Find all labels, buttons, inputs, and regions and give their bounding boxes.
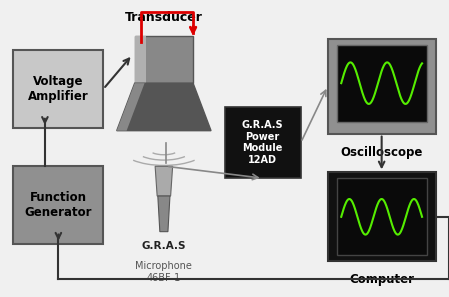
Text: Transducer: Transducer: [125, 11, 203, 24]
Polygon shape: [135, 36, 146, 83]
FancyBboxPatch shape: [13, 166, 103, 244]
Text: G.R.A.S: G.R.A.S: [141, 241, 186, 251]
Polygon shape: [158, 196, 170, 232]
Text: Voltage
Amplifier: Voltage Amplifier: [28, 75, 89, 103]
Polygon shape: [135, 36, 193, 83]
Polygon shape: [155, 166, 172, 196]
Polygon shape: [117, 83, 145, 131]
Text: Function
Generator: Function Generator: [25, 191, 92, 219]
Text: G.R.A.S
Power
Module
12AD: G.R.A.S Power Module 12AD: [242, 120, 283, 165]
Text: Computer: Computer: [349, 273, 414, 286]
FancyBboxPatch shape: [337, 178, 427, 255]
Text: Oscilloscope: Oscilloscope: [340, 146, 423, 159]
FancyBboxPatch shape: [337, 45, 427, 122]
FancyBboxPatch shape: [13, 50, 103, 128]
FancyBboxPatch shape: [224, 107, 301, 178]
Polygon shape: [117, 83, 211, 131]
Text: Microphone
46BF-1: Microphone 46BF-1: [136, 261, 192, 283]
FancyBboxPatch shape: [328, 172, 436, 261]
FancyBboxPatch shape: [328, 39, 436, 134]
